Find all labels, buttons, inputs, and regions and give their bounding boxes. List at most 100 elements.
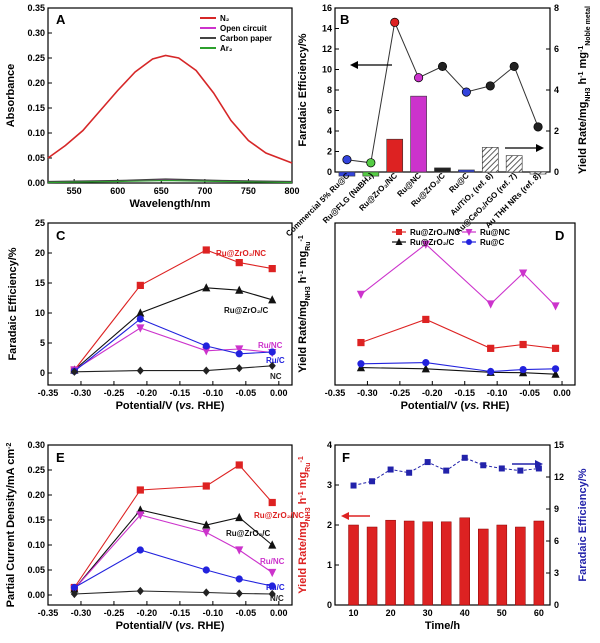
panel-d-legend-marker-2 — [395, 238, 403, 245]
panel-f-xtick-label: 60 — [534, 608, 544, 618]
panel-a-legend-label-1: Open circuit — [220, 24, 267, 33]
panel-f-yl-sup1: -1 — [298, 491, 305, 497]
panel-a-legend-label-3: Ar₂ — [220, 44, 233, 53]
panel-f-bar-9 — [515, 526, 526, 606]
panel-f-yl-main: Yield Rate/mg — [297, 521, 309, 593]
panel-c-label-4: NC — [270, 372, 282, 381]
panel-f-bar-6 — [459, 517, 470, 606]
panel-e-ytick-label: 0.25 — [27, 465, 45, 475]
panel-b-ylabel: Faradaic Efficiency/% — [297, 33, 309, 146]
panel-a: 550 600 650 700 750 800 0.00 0.05 0.10 0.15 0.20 0.… — [5, 3, 300, 210]
panel-c-ytick-label: 0 — [40, 368, 45, 378]
panel-f-right-ytick-label: 12 — [554, 472, 564, 482]
panel-a-frame — [47, 7, 293, 184]
panel-d-xtick-label: -0.25 — [390, 388, 411, 398]
panel-e-xlabel-end: RHE) — [194, 620, 224, 632]
panel-d-legend-label-1: Ru@NC — [480, 228, 510, 237]
panel-b-yr-main: Yield Rate/mg — [577, 102, 589, 174]
panel-f-bar-10 — [533, 520, 545, 606]
panel-e-point-1-4 — [268, 540, 277, 549]
panel-e-point-3-3 — [235, 575, 243, 583]
panel-c-point-0-4 — [268, 265, 276, 273]
panel-d-point-2-4 — [551, 369, 560, 378]
panel-b-fe-line — [346, 20, 539, 164]
panel-f-right-ytick-label: 0 — [554, 600, 559, 610]
panel-e-point-2-3 — [235, 546, 244, 555]
panel-b-ytick-label: 14 — [322, 24, 332, 34]
panel-c-ylabel: Faradaic Efficiency/% — [7, 247, 19, 360]
panel-c-point-2-1 — [136, 324, 145, 333]
panel-d-legend-label-0: Ru@ZrO₂/NC — [410, 228, 460, 237]
panel-f-fe-point-1 — [369, 478, 376, 485]
panel-b-yr-sup1: -1 — [578, 71, 585, 77]
panel-f-fe-point-8 — [498, 465, 505, 472]
panel-e-xtick-label: -0.20 — [137, 608, 158, 618]
panel-e-point-4-1 — [136, 586, 144, 596]
panel-d-yl-mid2: mg — [297, 251, 309, 271]
panel-f-right-ytick-label: 15 — [554, 440, 564, 450]
panel-b-arrow-left-head — [350, 61, 358, 69]
panel-e-point-0-4 — [268, 498, 276, 507]
panel-c-xlabel-italic: vs. — [179, 400, 194, 412]
panel-a-xtick-label: 550 — [67, 186, 82, 196]
panel-a-xtick-label: 700 — [197, 186, 212, 196]
panel-c-series-line-2 — [74, 327, 273, 371]
panel-c-point-3-2 — [202, 342, 210, 350]
panel-e-xlabel-main: Potential/V ( — [116, 620, 180, 632]
panel-a-xtick-label: 800 — [284, 186, 299, 196]
panel-c-point-1-2 — [202, 283, 211, 292]
panel-d-xtick-label: -0.15 — [454, 388, 475, 398]
panel-f-xtick-label: 30 — [423, 608, 433, 618]
panel-e-point-0-2 — [202, 482, 210, 490]
panel-c: -0.35 -0.30 -0.25 -0.20 -0.15 -0.10 -0.05 0.00 0… — [7, 218, 293, 412]
panel-c-xtick-label: -0.10 — [203, 388, 224, 398]
panel-e-series-line-0 — [73, 464, 273, 588]
panel-a-xlabel: Wavelength/nm — [130, 198, 211, 210]
panel-c-series-line-3 — [74, 318, 273, 372]
panel-c-xtick-label: 0.00 — [270, 388, 288, 398]
panel-d-point-0-4 — [551, 344, 560, 352]
panel-c-point-0-2 — [202, 246, 210, 254]
panel-b-ytick-label: 2 — [327, 147, 332, 157]
panel-d-point-3-3 — [519, 365, 527, 374]
panel-f-fe-point-4 — [424, 459, 431, 466]
panel-a-ytick-label: 0.05 — [27, 153, 45, 163]
panel-c-ytick-label: 20 — [35, 248, 45, 258]
panel-b-yr-sub2: Noble metal — [585, 6, 592, 46]
panel-b-ytick-label: 8 — [327, 85, 332, 95]
panel-a-ytick-label: 0.30 — [27, 28, 45, 38]
panel-b-ytick-label: 12 — [322, 44, 332, 54]
panel-c-ytick-label: 10 — [35, 308, 45, 318]
panel-f-bar-1 — [366, 526, 378, 606]
panel-c-point-1-1 — [136, 308, 145, 317]
panel-e-xtick-label: -0.35 — [38, 608, 59, 618]
panel-d-legend-label-2: Ru@ZrO₂/C — [410, 238, 454, 247]
panel-a-legend-label-0: N₂ — [220, 14, 230, 23]
panel-d-xlabel: Potential/V (vs. RHE) — [401, 400, 510, 412]
panel-c-series-line-4 — [74, 365, 273, 373]
panel-f-yl-sub2: Ru — [305, 462, 312, 471]
panel-f-bar-3 — [403, 520, 415, 606]
panel-b-yr-mid: h — [577, 78, 589, 88]
panel-f-ylabel: Yield Rate/mgNH3 h-1 mgRu-1 — [297, 456, 312, 594]
panel-c-label-2: Ru/NC — [258, 341, 283, 350]
panel-b-ytick-label: 6 — [327, 106, 332, 116]
panel-d-yl-sub1: NH3 — [305, 286, 312, 300]
panel-c-xtick-label: -0.30 — [71, 388, 92, 398]
panel-c-point-3-4 — [268, 348, 276, 356]
panel-b-arrow-right-head — [536, 144, 544, 152]
panel-b-fe-point-7 — [509, 61, 519, 71]
panel-b-ytick-label: 10 — [322, 65, 332, 75]
panel-d-point-0-0 — [357, 338, 365, 347]
panel-d-point-0-2 — [487, 344, 495, 352]
panel-d-xtick-label: -0.30 — [357, 388, 378, 398]
panel-c-ytick-label: 15 — [35, 278, 45, 288]
panel-e-point-3-1 — [136, 546, 144, 554]
panel-e-xlabel: Potential/V (vs. RHE) — [116, 620, 225, 632]
panel-b-fe-point-1 — [366, 158, 376, 168]
panel-f-letter: F — [342, 450, 350, 465]
panel-f-right-ytick-label: 9 — [554, 504, 559, 514]
panel-b-right-ytick-label: 4 — [554, 85, 559, 95]
panel-d-point-1-0 — [356, 290, 366, 299]
